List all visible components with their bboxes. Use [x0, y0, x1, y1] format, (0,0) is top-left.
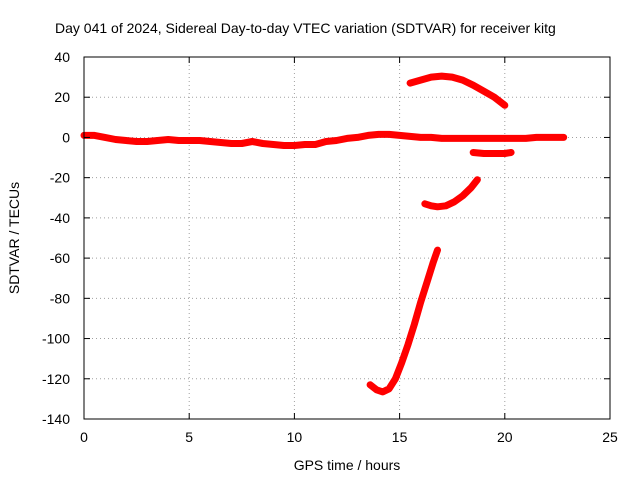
y-tick-label: -20 [50, 170, 70, 186]
x-tick-label: 25 [602, 429, 618, 445]
x-axis-label: GPS time / hours [294, 457, 401, 473]
y-tick-label: -40 [50, 210, 70, 226]
y-tick-label: 40 [54, 49, 70, 65]
x-tick-label: 15 [392, 429, 408, 445]
x-tick-label: 20 [497, 429, 513, 445]
y-tick-labels: -140 -120 -100 -80 -60 -40 -20 0 20 40 [42, 49, 70, 427]
y-tick-label: -120 [42, 371, 70, 387]
grid [84, 57, 610, 419]
y-tick-label: -80 [50, 290, 70, 306]
y-tick-label: 20 [54, 89, 70, 105]
x-tick-labels: 0 5 10 15 20 25 [80, 429, 618, 445]
y-tick-label: -140 [42, 411, 70, 427]
chart-title: Day 041 of 2024, Sidereal Day-to-day VTE… [55, 20, 556, 36]
y-tick-label: -60 [50, 250, 70, 266]
x-tick-label: 10 [287, 429, 303, 445]
data-series [80, 72, 568, 396]
x-tick-label: 0 [80, 429, 88, 445]
series-deep-dip [366, 246, 441, 396]
series-arc-middle [421, 176, 481, 211]
y-tick-label: -100 [42, 331, 70, 347]
series-short-segment [469, 149, 515, 157]
series-baseline [80, 130, 568, 149]
series-arc-upper [406, 72, 509, 109]
x-tick-label: 5 [185, 429, 193, 445]
y-axis-label: SDTVAR / TECUs [6, 182, 22, 294]
axis-ticks [83, 56, 611, 420]
y-tick-label: 0 [62, 129, 70, 145]
plot-frame [83, 56, 611, 420]
